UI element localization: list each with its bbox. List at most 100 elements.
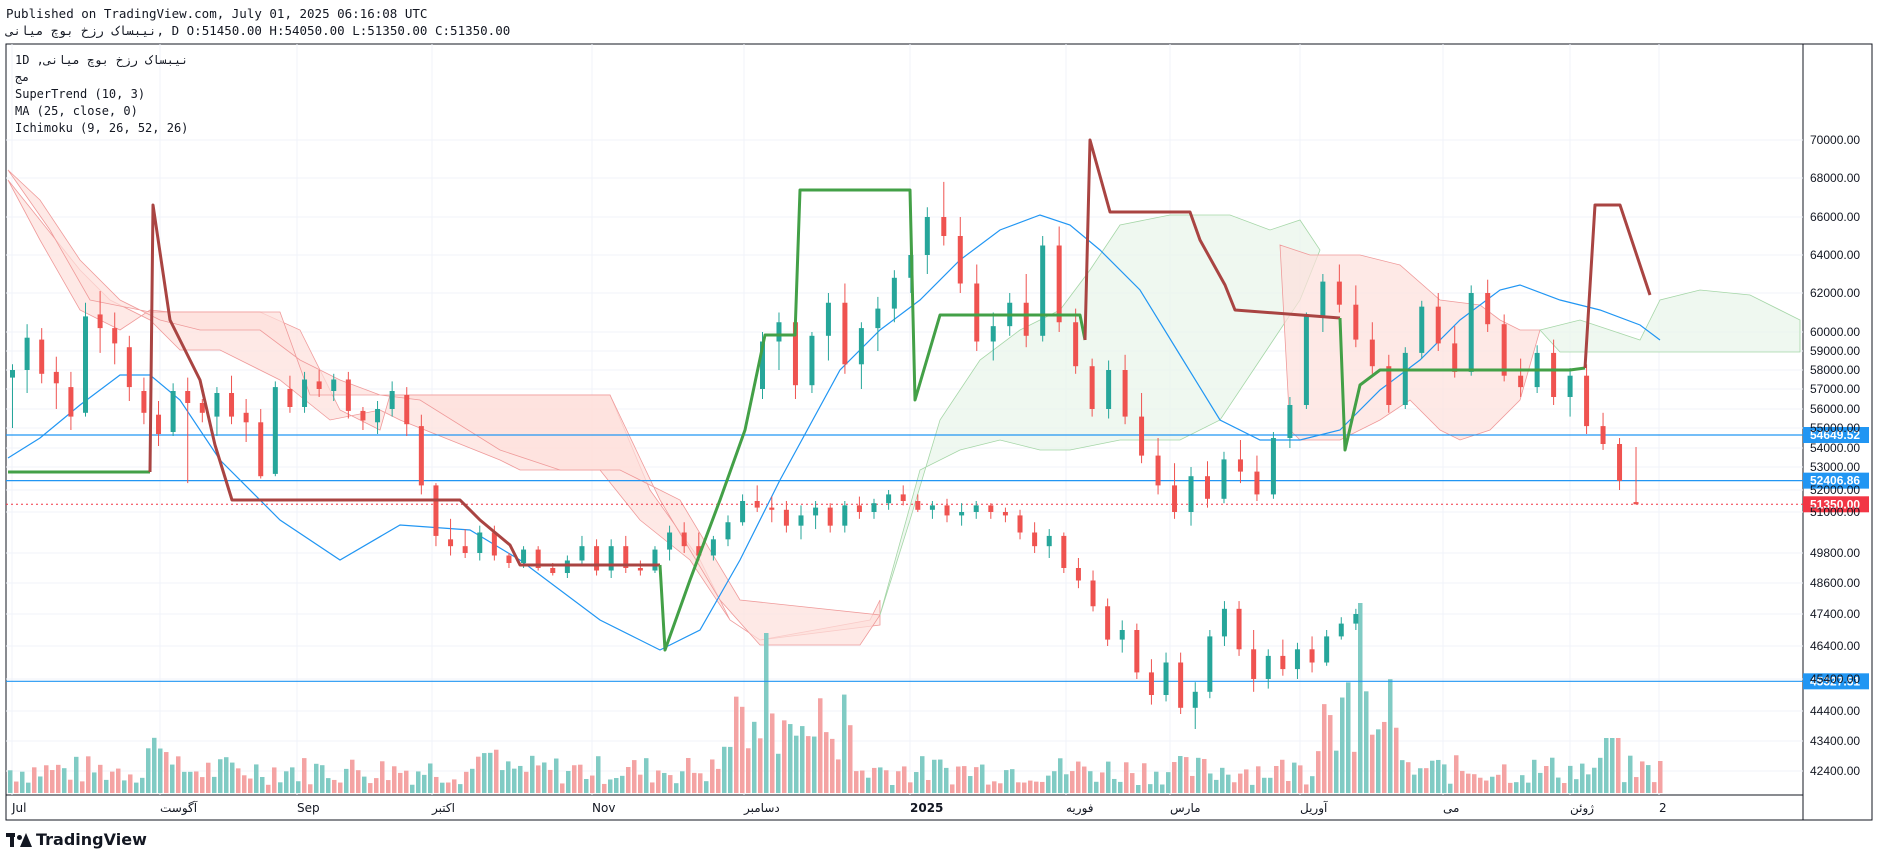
candle-body	[345, 379, 351, 411]
volume-bar	[62, 768, 67, 793]
volume-bar	[1100, 772, 1105, 793]
volume-bar	[944, 767, 949, 793]
volume-bar	[1034, 781, 1039, 793]
candle-body	[900, 494, 906, 501]
y-tick-label: 64000.00	[1810, 248, 1860, 262]
volume-bar	[1610, 738, 1615, 793]
volume-bar	[566, 770, 571, 793]
volume-bar	[248, 778, 253, 793]
x-tick-label: آوریل	[1300, 800, 1328, 816]
volume-bar	[14, 781, 19, 793]
volume-bar	[68, 779, 73, 793]
x-tick-label: Jul	[11, 801, 26, 815]
volume-bar	[380, 761, 385, 793]
volume-bar	[854, 771, 859, 793]
volume-bar	[1646, 765, 1651, 793]
volume-bar	[560, 783, 565, 793]
volume-bar	[500, 770, 505, 793]
volume-bar	[860, 770, 865, 793]
volume-bar	[1196, 757, 1201, 793]
volume-bar	[782, 720, 787, 793]
candle-body	[769, 507, 775, 510]
candle-body	[1192, 691, 1198, 708]
y-tick-label: 47400.00	[1810, 607, 1860, 621]
y-tick-label: 52000.00	[1810, 483, 1860, 497]
legend-ichimoku[interactable]: Ichimoku (9, 26, 52, 26)	[15, 121, 189, 135]
volume-bar	[1484, 780, 1489, 793]
volume-bar	[1550, 757, 1555, 793]
candle-body	[667, 532, 673, 550]
price-tag-label: 54649.52	[1810, 428, 1860, 442]
candle-body	[1353, 614, 1359, 624]
candle-body	[1061, 535, 1067, 568]
volume-bar	[1568, 765, 1573, 793]
candle-body	[1551, 352, 1557, 397]
volume-bar	[350, 759, 355, 793]
volume-bar	[1592, 767, 1597, 793]
candle-body	[1119, 630, 1125, 640]
volume-bar	[1004, 770, 1009, 793]
volume-bar	[986, 784, 991, 793]
y-tick-label: 60000.00	[1810, 325, 1860, 339]
volume-bar	[644, 758, 649, 793]
last-price-tag-bg	[1803, 496, 1869, 513]
volume-bar	[1376, 729, 1381, 793]
volume-bar	[980, 764, 985, 793]
candle-body	[360, 410, 366, 421]
candle-body	[550, 568, 556, 573]
volume-bar	[326, 778, 331, 793]
volume-bar	[1148, 784, 1153, 793]
candle-body	[1294, 649, 1300, 670]
candle-body	[1309, 649, 1315, 663]
volume-bar	[1328, 715, 1333, 793]
candle-body	[1353, 304, 1359, 340]
y-tick-label: 70000.00	[1810, 133, 1860, 147]
legend-supertrend[interactable]: SuperTrend (10, 3)	[15, 87, 146, 101]
volume-bar	[74, 756, 79, 793]
candle-body	[477, 532, 483, 553]
candle-body	[1600, 426, 1606, 444]
brand-name: TradingView	[36, 830, 147, 849]
volume-bar	[434, 776, 439, 793]
volume-bar	[548, 769, 553, 793]
candle-body	[1452, 343, 1458, 372]
volume-bar	[950, 784, 955, 793]
volume-bar	[488, 752, 493, 793]
volume-bar	[92, 772, 97, 793]
candle-body	[1106, 370, 1112, 409]
candle-body	[1090, 580, 1096, 607]
volume-bar	[800, 726, 805, 793]
candle-body	[875, 308, 881, 329]
candle-body	[579, 546, 585, 561]
legend-ma[interactable]: MA (25, close, 0)	[15, 104, 138, 118]
volume-bar	[128, 774, 133, 793]
volume-bar	[968, 776, 973, 793]
volume-bar	[1370, 734, 1375, 793]
candle-body	[1254, 471, 1260, 495]
candle-body	[1287, 405, 1293, 438]
price-tag-bg	[1803, 472, 1869, 489]
volume-bar	[1022, 782, 1027, 793]
candle-body	[1435, 306, 1441, 344]
volume-bar	[1118, 781, 1123, 793]
volume-bar	[1268, 777, 1273, 793]
x-tick-label: اکتبر	[431, 801, 455, 816]
volume-bar	[80, 781, 85, 793]
volume-bar	[416, 771, 421, 793]
volume-bar	[1184, 757, 1189, 793]
volume-bar	[230, 762, 235, 793]
candle-body	[141, 391, 147, 413]
volume-bar	[1010, 769, 1015, 793]
volume-bar	[926, 779, 931, 793]
candle-body	[521, 549, 527, 563]
candle-body	[929, 505, 935, 510]
volume-bar	[1658, 761, 1663, 793]
candle-body	[1221, 608, 1227, 637]
candle-body	[1046, 535, 1052, 547]
volume-bar	[308, 784, 313, 793]
volume-bar	[1280, 759, 1285, 793]
candle-body	[842, 302, 848, 365]
supertrend-segment	[1583, 203, 1652, 369]
volume-bar	[260, 776, 265, 793]
